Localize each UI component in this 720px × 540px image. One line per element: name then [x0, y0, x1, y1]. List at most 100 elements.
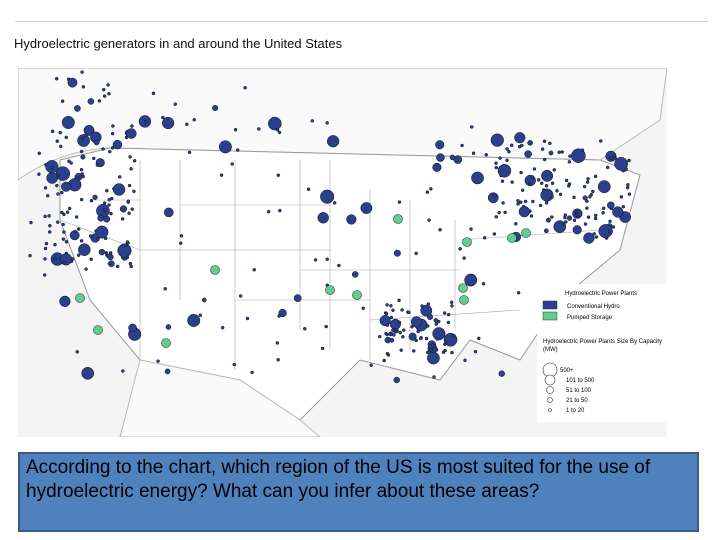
- plant: [76, 227, 81, 231]
- plant: [55, 139, 59, 143]
- plant: [47, 214, 51, 218]
- pumped: [507, 233, 517, 243]
- plant: [609, 156, 613, 160]
- plant: [59, 295, 71, 307]
- plant: [548, 141, 552, 146]
- plant: [162, 116, 175, 130]
- plant: [544, 183, 549, 188]
- plant: [471, 171, 484, 185]
- plant: [276, 173, 281, 177]
- size-swatch: [544, 374, 556, 386]
- plant: [594, 235, 599, 239]
- plant: [497, 164, 512, 178]
- size-legend: 500+ 101 to 500 51 to 100 21 to 50 1 to 20: [542, 362, 595, 414]
- plant: [212, 104, 219, 112]
- plant: [566, 215, 573, 221]
- plant: [442, 311, 447, 315]
- plant: [78, 243, 91, 256]
- plant: [393, 376, 400, 384]
- plant: [463, 358, 467, 363]
- plant: [44, 241, 49, 246]
- plant: [187, 150, 192, 155]
- plant: [471, 151, 476, 155]
- plant: [67, 77, 78, 88]
- plant: [74, 215, 79, 219]
- plant: [427, 218, 431, 222]
- size-swatch: [548, 408, 552, 412]
- plant: [530, 175, 535, 179]
- plant: [96, 204, 110, 218]
- plant: [105, 189, 109, 193]
- plant: [60, 99, 65, 103]
- plant: [310, 119, 315, 123]
- plant: [449, 300, 454, 305]
- plant: [337, 263, 341, 268]
- plant: [469, 125, 474, 129]
- title: Hydroelectric generators in and around t…: [14, 36, 343, 51]
- plant: [414, 251, 418, 256]
- plant: [619, 195, 624, 199]
- plant: [43, 186, 48, 190]
- plant: [62, 230, 66, 234]
- plant: [572, 218, 577, 223]
- plant: [385, 332, 389, 337]
- plant: [128, 155, 132, 159]
- plant: [516, 199, 520, 203]
- plant: [325, 257, 329, 261]
- pumped: [325, 285, 335, 295]
- plant: [540, 188, 554, 202]
- plant: [449, 154, 456, 161]
- plant: [481, 282, 486, 286]
- rule: [15, 21, 708, 22]
- plant: [293, 294, 302, 303]
- plant: [385, 323, 390, 327]
- plant: [320, 346, 325, 351]
- plant: [399, 348, 403, 352]
- plant: [438, 227, 442, 232]
- plant: [527, 181, 532, 186]
- plant: [53, 242, 57, 247]
- plant: [95, 163, 100, 167]
- plant: [432, 327, 446, 341]
- plant: [426, 313, 434, 320]
- plant: [410, 316, 423, 328]
- plant: [586, 177, 590, 181]
- plant: [130, 207, 134, 211]
- pumped: [75, 293, 85, 303]
- plant: [129, 167, 133, 171]
- plant: [81, 367, 95, 380]
- plant: [607, 229, 614, 235]
- plant: [80, 154, 86, 160]
- plant: [79, 239, 84, 243]
- pumped: [458, 283, 468, 293]
- plant: [469, 227, 473, 231]
- plant: [218, 140, 232, 154]
- plant: [79, 167, 84, 172]
- plant: [61, 116, 75, 129]
- plant: [507, 149, 511, 154]
- pumped: [161, 338, 171, 348]
- plants: [28, 70, 632, 384]
- plant: [443, 348, 447, 353]
- plant: [89, 198, 94, 203]
- mexico: [119, 359, 321, 437]
- plant: [120, 217, 125, 221]
- plant: [545, 217, 551, 223]
- plant: [245, 316, 250, 321]
- size-swatch: [547, 397, 553, 403]
- plant: [61, 181, 72, 192]
- plant: [102, 201, 107, 205]
- plant: [582, 184, 587, 189]
- plant: [88, 234, 93, 238]
- plant: [529, 214, 534, 218]
- plant: [386, 353, 391, 357]
- plant: [432, 375, 436, 379]
- plant: [497, 210, 501, 215]
- plant: [115, 264, 120, 269]
- plant: [76, 253, 81, 257]
- plant: [326, 135, 340, 148]
- plant: [117, 243, 132, 258]
- plant: [65, 210, 70, 214]
- plant: [43, 246, 48, 251]
- plant: [433, 318, 439, 323]
